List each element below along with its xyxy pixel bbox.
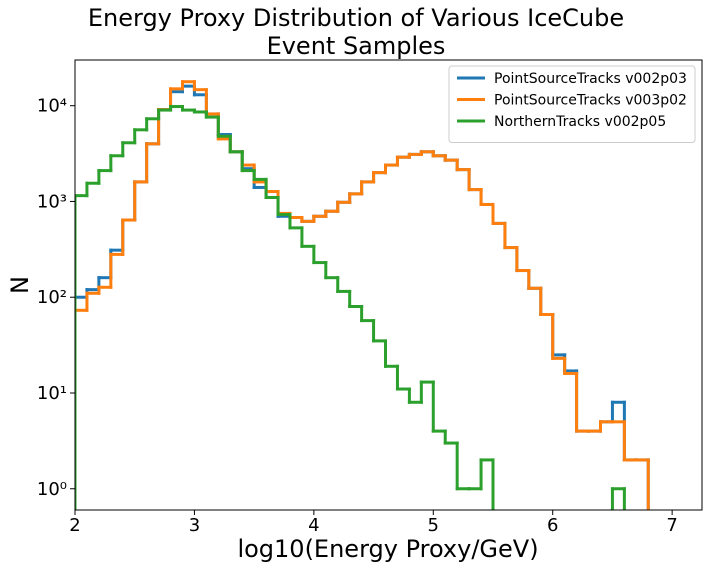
series xyxy=(75,105,626,510)
x-tick-label: 4 xyxy=(308,515,319,536)
plot-area xyxy=(75,80,650,510)
legend-label: NorthernTracks v002p05 xyxy=(494,114,666,130)
x-tick-label: 3 xyxy=(189,515,200,536)
x-tick-label: 6 xyxy=(547,515,558,536)
x-axis-label: log10(Energy Proxy/GeV) xyxy=(237,535,538,563)
series xyxy=(75,80,650,510)
plot-frame xyxy=(74,59,703,511)
y-tick-label: 10⁴ xyxy=(37,96,67,117)
title-box: Energy Proxy Distribution of Various Ice… xyxy=(0,4,712,60)
legend-label: PointSourceTracks v002p03 xyxy=(494,71,687,87)
legend-label: PointSourceTracks v003p02 xyxy=(494,93,687,109)
y-tick-label: 10³ xyxy=(37,191,67,212)
series xyxy=(75,84,650,510)
y-tick-label: 10⁰ xyxy=(37,479,67,500)
x-tick-label: 5 xyxy=(428,515,439,536)
legend: PointSourceTracks v002p03 PointSourceTrac… xyxy=(448,65,696,143)
y-tick-label: 10¹ xyxy=(37,383,67,404)
x-tick-label: 2 xyxy=(69,515,80,536)
y-axis-label: N xyxy=(6,276,34,294)
legend-box xyxy=(448,65,696,143)
x-tick-label: 7 xyxy=(666,515,677,536)
y-tick-label: 10² xyxy=(37,287,67,308)
chart-title: Energy Proxy Distribution of Various Ice… xyxy=(87,4,625,60)
